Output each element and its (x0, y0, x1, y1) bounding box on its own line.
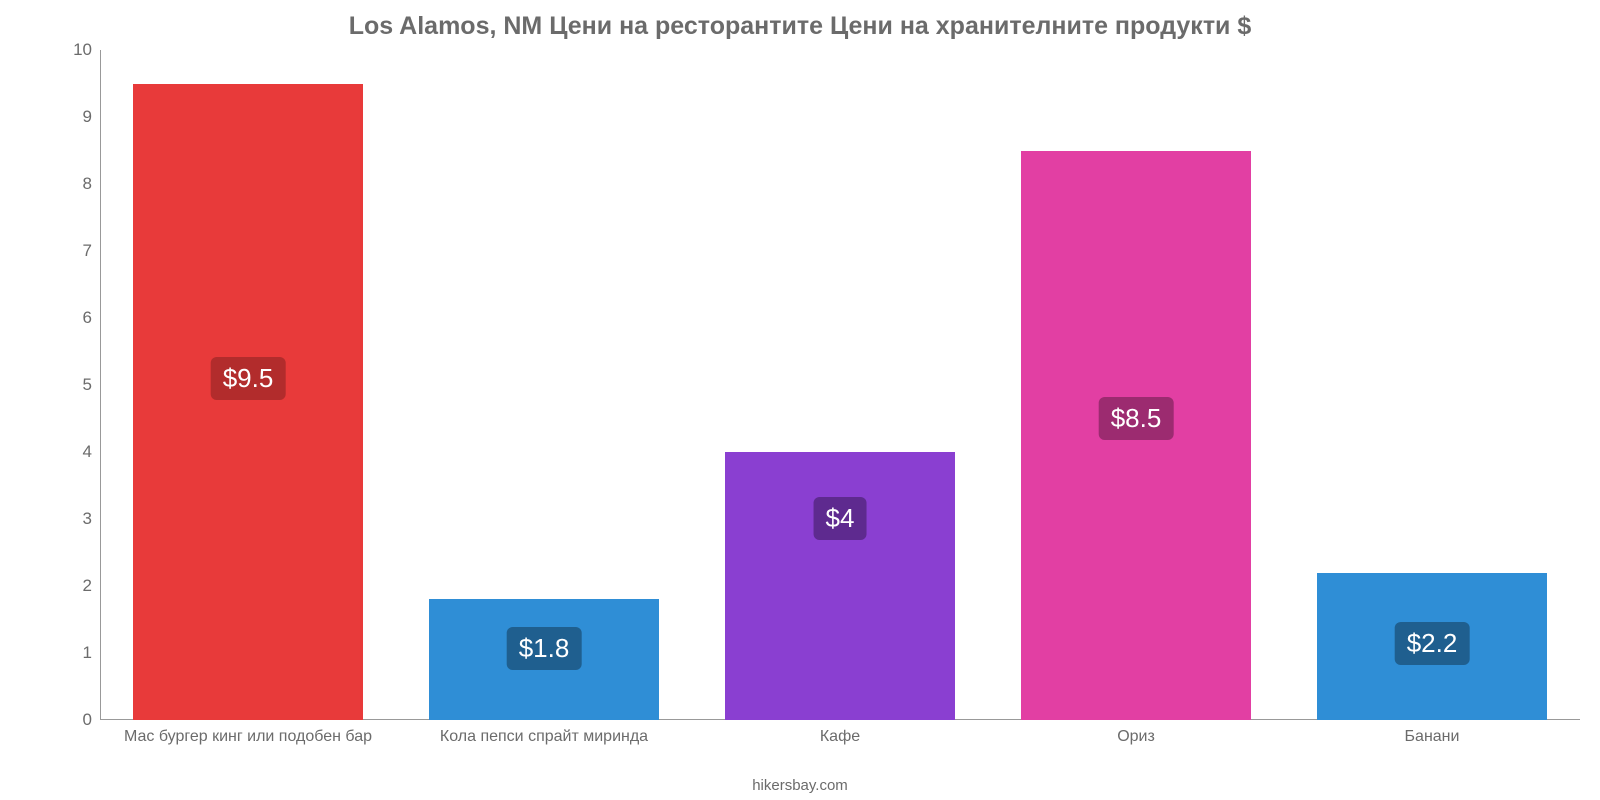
value-badge: $8.5 (1099, 397, 1174, 440)
x-axis-labels: Мас бургер кинг или подобен бар Кола пеп… (100, 720, 1580, 746)
y-tick: 10 (60, 40, 92, 60)
y-tick: 9 (60, 107, 92, 127)
y-tick: 6 (60, 308, 92, 328)
y-tick: 3 (60, 509, 92, 529)
bar-slot: $8.5 (988, 50, 1284, 720)
x-label: Ориз (988, 720, 1284, 746)
x-label: Кафе (692, 720, 988, 746)
y-tick: 4 (60, 442, 92, 462)
value-badge: $1.8 (507, 627, 582, 670)
bar-rice: $8.5 (1021, 151, 1252, 721)
bar-slot: $9.5 (100, 50, 396, 720)
chart-container: Los Alamos, NM Цени на ресторантите Цени… (0, 0, 1600, 800)
footer-credit: hikersbay.com (0, 777, 1600, 794)
y-tick: 0 (60, 710, 92, 730)
chart-title: Los Alamos, NM Цени на ресторантите Цени… (0, 0, 1600, 41)
bar-slot: $1.8 (396, 50, 692, 720)
value-badge: $2.2 (1395, 622, 1470, 665)
plot-area: 0 1 2 3 4 5 6 7 8 9 10 $9.5 $1.8 (60, 50, 1580, 720)
bar-coffee: $4 (725, 452, 956, 720)
bar-slot: $4 (692, 50, 988, 720)
y-tick: 5 (60, 375, 92, 395)
value-badge: $9.5 (211, 357, 286, 400)
x-label: Кола пепси спрайт миринда (396, 720, 692, 746)
bar-cola: $1.8 (429, 599, 660, 720)
y-axis: 0 1 2 3 4 5 6 7 8 9 10 (60, 50, 100, 720)
bars-group: $9.5 $1.8 $4 $8.5 $2.2 (100, 50, 1580, 720)
bar-bananas: $2.2 (1317, 573, 1548, 720)
y-tick: 2 (60, 576, 92, 596)
x-label: Банани (1284, 720, 1580, 746)
x-label: Мас бургер кинг или подобен бар (100, 720, 396, 746)
y-tick: 1 (60, 643, 92, 663)
y-tick: 7 (60, 241, 92, 261)
bar-burger: $9.5 (133, 84, 364, 721)
y-tick: 8 (60, 174, 92, 194)
bar-slot: $2.2 (1284, 50, 1580, 720)
value-badge: $4 (814, 497, 867, 540)
